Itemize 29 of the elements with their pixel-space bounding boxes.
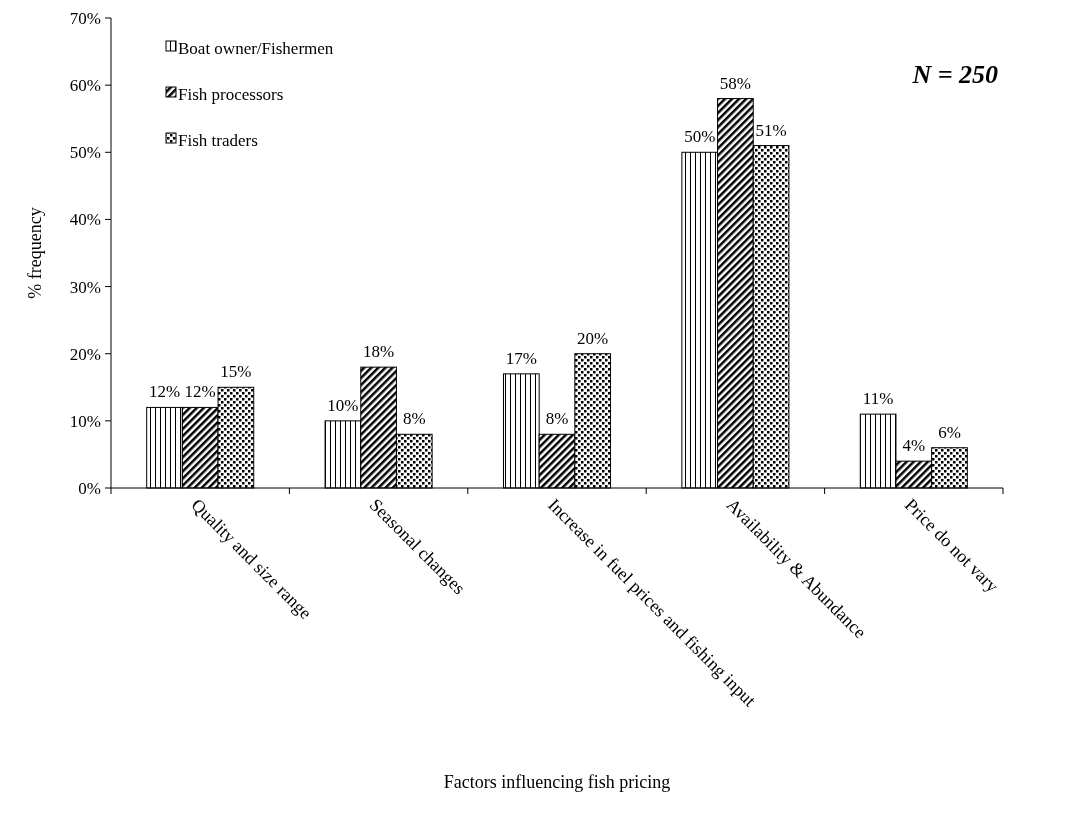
data-label: 11% xyxy=(862,389,894,409)
legend-label: Boat owner/Fishermen xyxy=(178,38,334,58)
data-label: 4% xyxy=(902,436,926,456)
y-axis-title: % frequency xyxy=(25,207,45,299)
data-label: 17% xyxy=(505,348,537,368)
annotation: N = 250 xyxy=(911,60,998,89)
data-label: 20% xyxy=(577,328,609,348)
y-tick-label: 60% xyxy=(69,76,101,96)
legend-label: Fish processors xyxy=(178,84,284,104)
data-label: 58% xyxy=(719,73,751,93)
data-label: 12% xyxy=(148,382,181,402)
data-label: 10% xyxy=(327,395,359,415)
y-tick-label: 20% xyxy=(69,344,101,364)
x-axis-title: Factors influencing fish pricing xyxy=(443,772,671,792)
data-label: 18% xyxy=(363,342,395,362)
legend-label: Fish traders xyxy=(178,130,258,150)
data-label: 8% xyxy=(402,409,426,429)
data-label: 12% xyxy=(184,382,216,402)
y-tick-label: 0% xyxy=(78,478,101,498)
data-label: 8% xyxy=(545,409,569,429)
y-tick-label: 50% xyxy=(69,143,101,163)
y-tick-label: 70% xyxy=(69,8,101,28)
y-tick-label: 10% xyxy=(69,411,101,431)
y-tick-label: 30% xyxy=(69,277,101,297)
data-label: 6% xyxy=(938,422,961,442)
data-label: 50% xyxy=(684,127,716,147)
y-tick-label: 40% xyxy=(69,210,101,230)
data-label: 51% xyxy=(755,120,787,140)
data-label: 15% xyxy=(220,362,252,382)
